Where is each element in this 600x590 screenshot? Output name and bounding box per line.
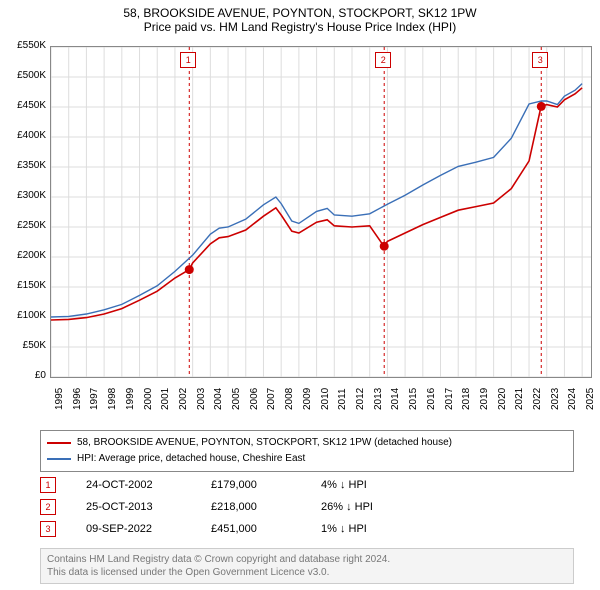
chart-marker: 2 [375, 52, 391, 68]
x-axis-label: 1995 [54, 388, 65, 410]
legend-swatch [47, 442, 71, 444]
x-axis-label: 2003 [196, 388, 207, 410]
footer-line: Contains HM Land Registry data © Crown c… [47, 553, 567, 566]
x-axis-label: 2018 [461, 388, 472, 410]
x-axis-label: 2017 [444, 388, 455, 410]
tx-price: £218,000 [211, 501, 291, 513]
legend-row: 58, BROOKSIDE AVENUE, POYNTON, STOCKPORT… [47, 435, 567, 451]
tx-price: £179,000 [211, 479, 291, 491]
y-axis-label: £100K [4, 310, 46, 321]
x-axis-label: 2023 [550, 388, 561, 410]
footer-line: This data is licensed under the Open Gov… [47, 566, 567, 579]
x-axis-label: 1998 [107, 388, 118, 410]
tx-price: £451,000 [211, 523, 291, 535]
legend: 58, BROOKSIDE AVENUE, POYNTON, STOCKPORT… [40, 430, 574, 472]
x-axis-label: 2019 [479, 388, 490, 410]
price-chart [50, 46, 592, 378]
tx-date: 25-OCT-2013 [86, 501, 181, 513]
tx-date: 24-OCT-2002 [86, 479, 181, 491]
chart-marker: 3 [532, 52, 548, 68]
chart-svg [51, 47, 591, 377]
page-title: 58, BROOKSIDE AVENUE, POYNTON, STOCKPORT… [0, 0, 600, 20]
x-axis-label: 2012 [355, 388, 366, 410]
tx-diff: 4% ↓ HPI [321, 479, 421, 491]
tx-marker: 2 [40, 499, 56, 515]
x-axis-label: 2004 [213, 388, 224, 410]
x-axis-label: 2009 [302, 388, 313, 410]
x-axis-label: 2006 [249, 388, 260, 410]
x-axis-label: 2025 [585, 388, 596, 410]
x-axis-label: 2016 [426, 388, 437, 410]
tx-date: 09-SEP-2022 [86, 523, 181, 535]
legend-swatch [47, 458, 71, 460]
x-axis-label: 2014 [390, 388, 401, 410]
x-axis-label: 2001 [160, 388, 171, 410]
y-axis-label: £250K [4, 220, 46, 231]
tx-diff: 1% ↓ HPI [321, 523, 421, 535]
x-axis-label: 2010 [320, 388, 331, 410]
footer-attribution: Contains HM Land Registry data © Crown c… [40, 548, 574, 584]
x-axis-label: 2024 [567, 388, 578, 410]
table-row: 2 25-OCT-2013 £218,000 26% ↓ HPI [40, 496, 421, 518]
y-axis-label: £550K [4, 40, 46, 51]
y-axis-label: £50K [4, 340, 46, 351]
y-axis-label: £350K [4, 160, 46, 171]
y-axis-label: £0 [4, 370, 46, 381]
tx-marker: 1 [40, 477, 56, 493]
x-axis-label: 2015 [408, 388, 419, 410]
x-axis-label: 2011 [337, 388, 348, 410]
tx-marker: 3 [40, 521, 56, 537]
y-axis-label: £450K [4, 100, 46, 111]
x-axis-label: 2020 [497, 388, 508, 410]
table-row: 3 09-SEP-2022 £451,000 1% ↓ HPI [40, 518, 421, 540]
y-axis-label: £300K [4, 190, 46, 201]
tx-diff: 26% ↓ HPI [321, 501, 421, 513]
x-axis-label: 1999 [125, 388, 136, 410]
legend-label: 58, BROOKSIDE AVENUE, POYNTON, STOCKPORT… [77, 435, 452, 451]
transaction-table: 1 24-OCT-2002 £179,000 4% ↓ HPI 2 25-OCT… [40, 474, 421, 540]
legend-label: HPI: Average price, detached house, Ches… [77, 451, 305, 467]
page-subtitle: Price paid vs. HM Land Registry's House … [0, 20, 600, 38]
x-axis-label: 2007 [266, 388, 277, 410]
x-axis-label: 2022 [532, 388, 543, 410]
x-axis-label: 2005 [231, 388, 242, 410]
x-axis-label: 2008 [284, 388, 295, 410]
chart-marker: 1 [180, 52, 196, 68]
x-axis-label: 2021 [514, 388, 525, 410]
legend-row: HPI: Average price, detached house, Ches… [47, 451, 567, 467]
y-axis-label: £150K [4, 280, 46, 291]
x-axis-label: 1996 [72, 388, 83, 410]
x-axis-label: 2002 [178, 388, 189, 410]
x-axis-label: 1997 [89, 388, 100, 410]
x-axis-label: 2013 [373, 388, 384, 410]
y-axis-label: £200K [4, 250, 46, 261]
y-axis-label: £400K [4, 130, 46, 141]
y-axis-label: £500K [4, 70, 46, 81]
table-row: 1 24-OCT-2002 £179,000 4% ↓ HPI [40, 474, 421, 496]
x-axis-label: 2000 [143, 388, 154, 410]
